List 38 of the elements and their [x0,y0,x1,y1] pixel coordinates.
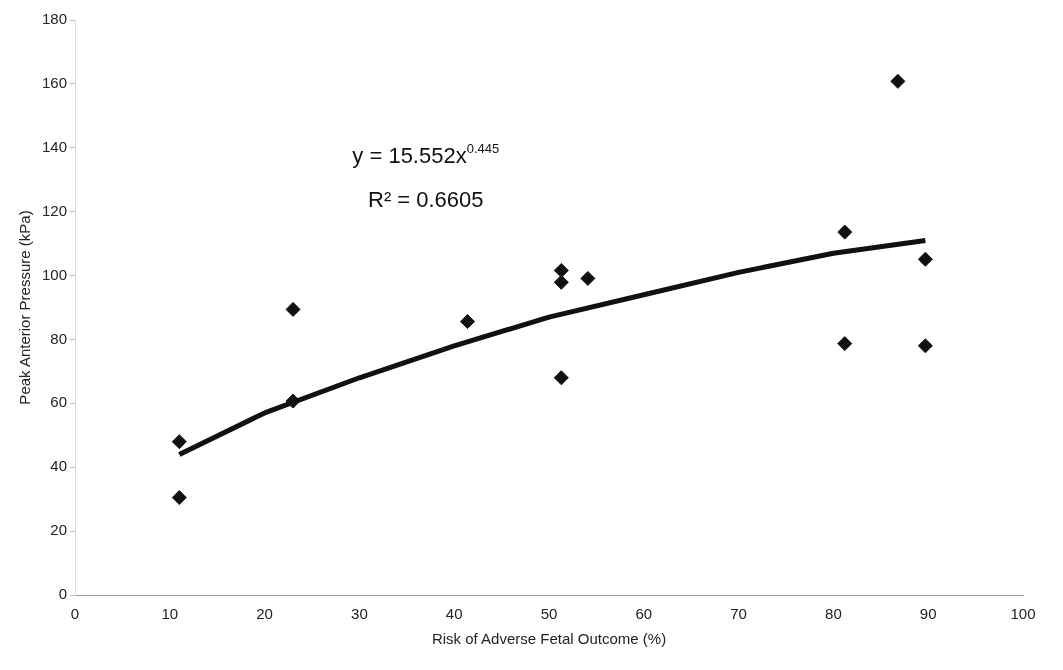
point [890,73,906,89]
x-tick-label: 70 [730,605,747,623]
y-tick-label: 0 [58,585,68,603]
y-tick-label: 180 [42,10,68,28]
x-tick-label: 40 [445,605,463,623]
x-tick-label: 80 [825,605,842,623]
y-tick-label: 80 [50,329,68,347]
x-tick-label: 60 [635,605,653,623]
x-tick-label: 30 [351,605,368,623]
point [553,370,569,386]
y-tick-label: 40 [50,457,68,475]
point [171,490,187,506]
point [837,224,853,240]
point [459,314,475,330]
x-tick-label: 90 [919,605,937,623]
point [285,301,301,317]
x-tick-label: 50 [540,605,558,623]
point [285,393,301,409]
point [553,262,569,278]
point [171,434,187,450]
x-tick-label: 100 [1010,605,1036,623]
point [917,251,933,267]
y-tick-label: 160 [42,74,68,92]
x-axis-title: Risk of Adverse Fetal Outcome (%) [431,630,667,648]
y-tick-label: 60 [50,393,68,411]
y-tick-label: 140 [42,137,68,155]
y-tick-label: 120 [42,201,68,219]
point [553,274,569,290]
point [837,336,853,352]
x-tick-label: 20 [256,605,273,623]
point [580,270,596,286]
annotation: R² = 0.6605 [367,187,484,212]
x-tick-label: 10 [161,605,179,623]
point [917,338,933,354]
y-tick-label: 100 [42,265,68,283]
y-axis-title: Peak Anterior Pressure (kPa) [16,210,34,405]
x-tick-label: 0 [70,605,80,623]
y-tick-label: 20 [50,521,68,539]
